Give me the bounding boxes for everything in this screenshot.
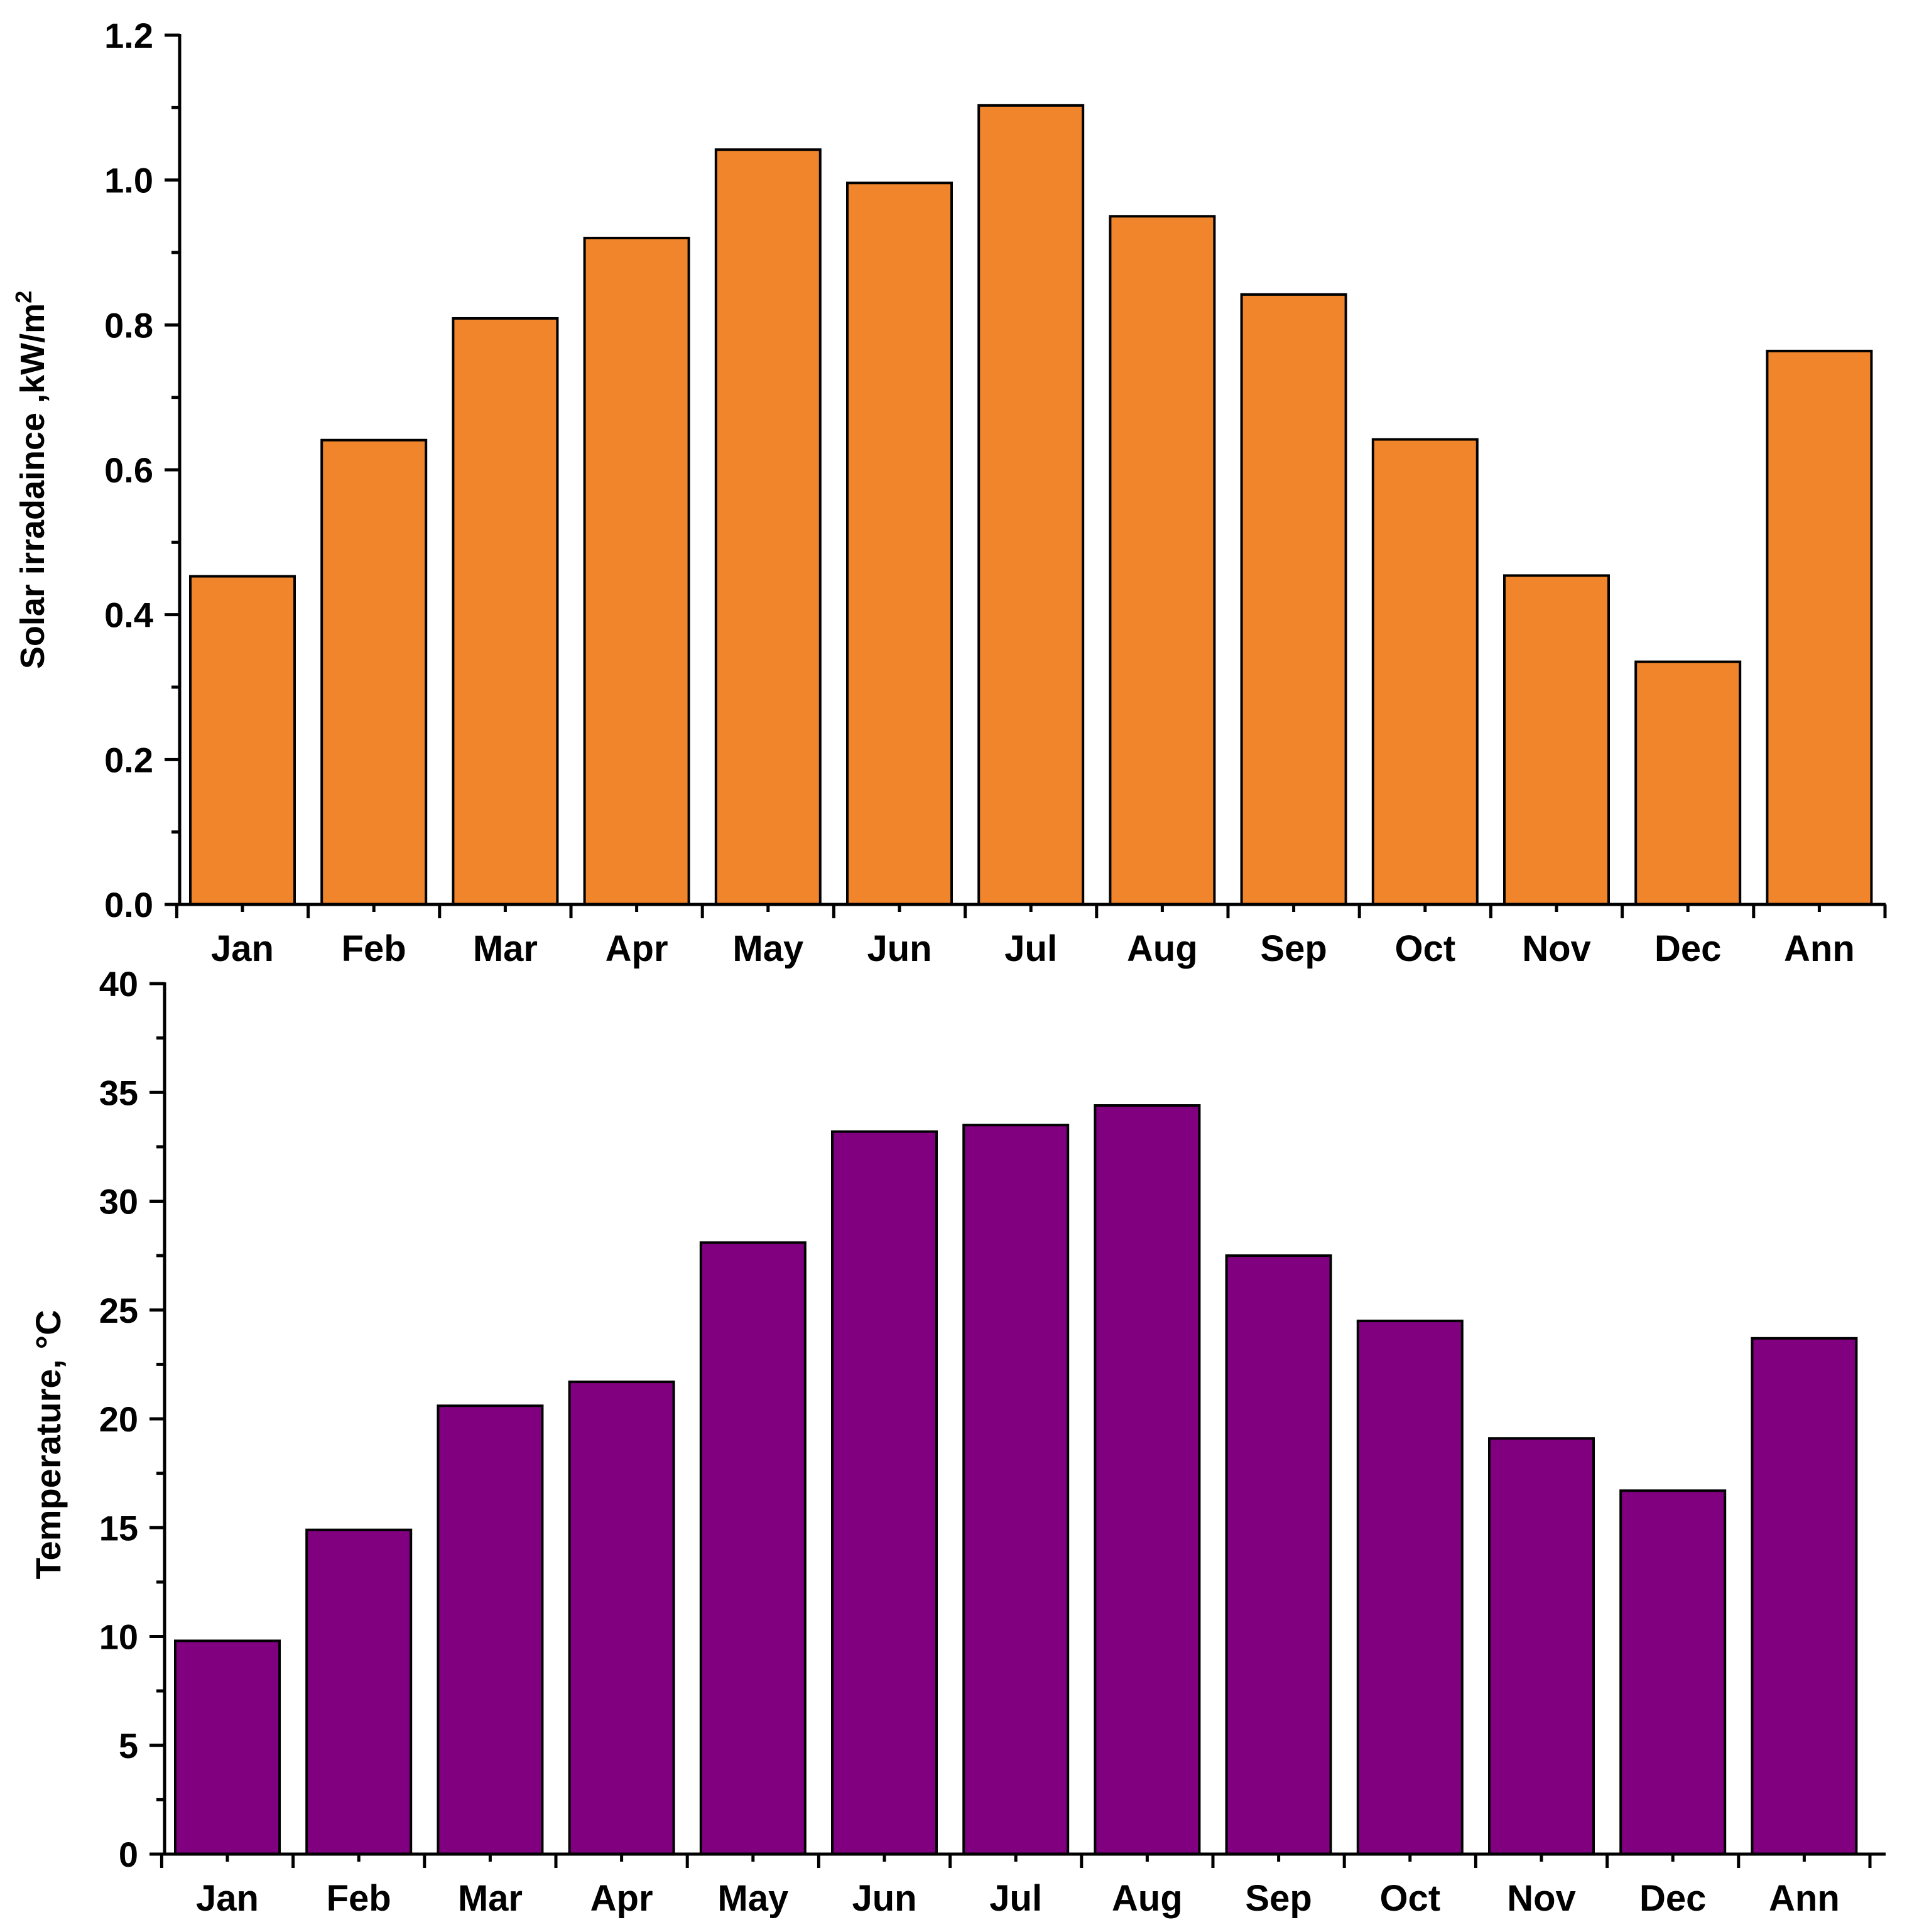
solar-irradiance-bar-apr [583, 236, 690, 906]
solar-irradiance-y-tick-labels: 0.0 0.2 0.4 0.6 0.8 1.0 1.2 [104, 16, 153, 925]
temperature-x-tick-label-aug: Aug [1112, 1878, 1183, 1919]
temperature-y-tick-label: 20 [99, 1399, 138, 1439]
solar-irradiance-bar-jun [846, 182, 953, 906]
temperature-x-tick-label-sep: Sep [1245, 1878, 1312, 1919]
temperature-bar-jan [174, 1639, 281, 1855]
solar-irradiance-x-tick-label-ann: Ann [1784, 928, 1855, 969]
temperature-bar-may [699, 1241, 807, 1855]
temperature-x-tick-label-jan: Jan [196, 1878, 259, 1919]
solar-irradiance-x-tick-label-sep: Sep [1260, 928, 1327, 969]
temperature-bar-sep [1225, 1254, 1332, 1855]
solar-irradiance-x-tick-label-mar: Mar [473, 928, 538, 969]
solar-irradiance-bar-may [714, 148, 822, 906]
solar-irradiance-y-axis-title: Solar irradaince ,kW/m2 [11, 291, 52, 669]
temperature-bar-apr [568, 1381, 675, 1855]
temperature-y-axis-title: Temperature, °C [28, 1310, 68, 1579]
temperature-y-tick-labels: 0 5 10 15 20 25 30 35 40 [99, 964, 138, 1874]
temperature-bar-aug [1094, 1104, 1201, 1855]
temperature-x-tick-label-jul: Jul [989, 1878, 1042, 1919]
solar-irradiance-bars [189, 104, 1873, 906]
solar-irradiance-x-tick-label-feb: Feb [342, 928, 406, 969]
solar-irradiance-bar-jul [977, 104, 1085, 906]
temperature-y-tick-label: 25 [99, 1291, 138, 1330]
temperature-x-tick-label-nov: Nov [1507, 1878, 1576, 1919]
solar-irradiance-bar-mar [452, 317, 559, 906]
solar-irradiance-x-tick-label-aug: Aug [1127, 928, 1198, 969]
temperature-bar-oct [1356, 1320, 1464, 1855]
solar-irradiance-x-tick-label-dec: Dec [1654, 928, 1721, 969]
temperature-x-tick-labels: Jan Feb Mar Apr May Jun Jul Aug Sep Oct Nov Dec Ann [196, 1878, 1840, 1919]
temperature-chart: Jan Feb Mar Apr May Jun Jul Aug Sep Oct Nov Dec Ann … [28, 964, 1886, 1919]
temperature-ticks [149, 982, 1872, 1868]
temperature-y-tick-label: 0 [119, 1835, 138, 1874]
temperature-y-tick-label: 5 [119, 1726, 138, 1766]
temperature-bars [174, 1104, 1858, 1856]
temperature-bar-dec [1619, 1489, 1727, 1855]
solar-irradiance-x-tick-label-jun: Jun [867, 928, 932, 969]
temperature-bar-ann [1751, 1337, 1858, 1855]
solar-irradiance-y-tick-label: 0.8 [104, 305, 153, 345]
solar-irradiance-bar-nov [1503, 574, 1610, 906]
solar-irradiance-y-axis-title-superscript: 2 [11, 291, 36, 303]
temperature-x-tick-label-mar: Mar [458, 1878, 523, 1919]
temperature-bar-feb [305, 1528, 413, 1856]
solar-irradiance-x-tick-label-jul: Jul [1004, 928, 1057, 969]
solar-irradiance-bar-oct [1371, 438, 1479, 906]
solar-irradiance-bar-jan [189, 575, 296, 906]
temperature-y-tick-label: 40 [99, 964, 138, 1004]
solar-irradiance-bar-dec [1634, 660, 1742, 906]
temperature-x-tick-label-apr: Apr [590, 1878, 653, 1919]
temperature-bar-jun [831, 1130, 938, 1855]
solar-irradiance-x-tick-labels: Jan Feb Mar Apr May Jun Jul Aug Sep Oct Nov Dec Ann [211, 928, 1855, 969]
solar-irradiance-x-tick-label-nov: Nov [1522, 928, 1591, 969]
temperature-bar-mar [437, 1404, 544, 1855]
temperature-x-tick-label-dec: Dec [1639, 1878, 1706, 1919]
temperature-x-tick-label-oct: Oct [1379, 1878, 1440, 1919]
solar-irradiance-y-tick-label: 0.0 [104, 885, 153, 925]
temperature-x-tick-label-ann: Ann [1769, 1878, 1840, 1919]
solar-irradiance-x-tick-label-may: May [732, 928, 803, 969]
solar-irradiance-y-tick-label: 0.4 [104, 595, 153, 635]
solar-irradiance-y-tick-label: 1.0 [104, 161, 153, 200]
temperature-y-tick-label: 35 [99, 1073, 138, 1112]
solar-irradiance-bar-sep [1240, 293, 1347, 906]
solar-irradiance-y-tick-label: 1.2 [104, 16, 153, 55]
solar-irradiance-y-tick-label: 0.6 [104, 450, 153, 490]
temperature-x-tick-label-feb: Feb [327, 1878, 391, 1919]
temperature-y-tick-label: 30 [99, 1182, 138, 1222]
temperature-bar-nov [1488, 1437, 1595, 1856]
solar-irradiance-x-tick-label-apr: Apr [606, 928, 668, 969]
solar-irradiance-y-tick-label: 0.2 [104, 740, 153, 779]
solar-irradiance-chart: Jan Feb Mar Apr May Jun Jul Aug Sep Oct Nov Dec Ann … [11, 16, 1887, 969]
solar-irradiance-bar-ann [1766, 349, 1873, 906]
temperature-y-tick-label: 10 [99, 1617, 138, 1657]
solar-irradiance-bar-feb [320, 438, 428, 906]
solar-irradiance-x-tick-label-jan: Jan [211, 928, 274, 969]
temperature-y-tick-label: 15 [99, 1508, 138, 1548]
temperature-bar-jul [962, 1124, 1070, 1855]
solar-irradiance-x-tick-label-oct: Oct [1394, 928, 1455, 969]
solar-irradiance-bar-aug [1109, 215, 1216, 906]
temperature-x-tick-label-jun: Jun [852, 1878, 916, 1919]
temperature-x-tick-label-may: May [717, 1878, 788, 1919]
